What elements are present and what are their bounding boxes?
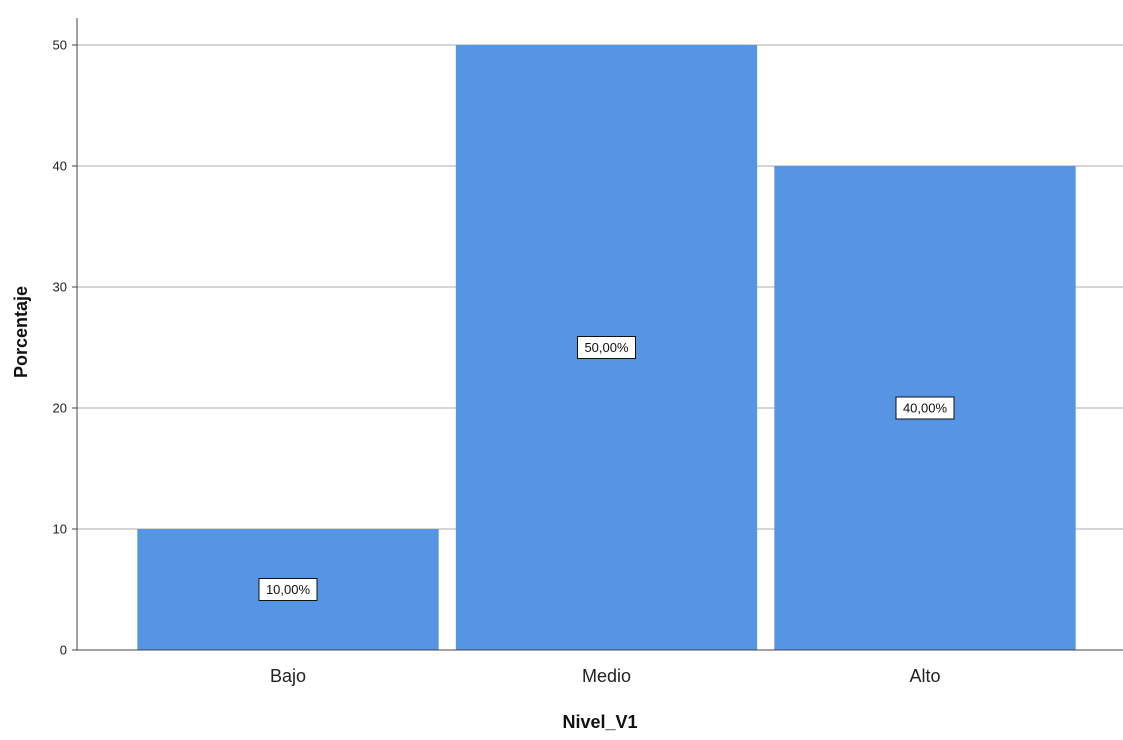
data-label-text: 10,00%: [266, 582, 311, 597]
y-tick-labels: 0 10 20 30 40 50: [53, 38, 77, 658]
y-tick-label: 30: [53, 280, 67, 295]
x-tick-label: Bajo: [270, 666, 306, 686]
data-label: 40,00%: [895, 396, 955, 420]
data-label-box: [895, 396, 955, 420]
data-label: 10,00%: [258, 578, 318, 601]
x-axis-title: Nivel_V1: [562, 712, 637, 732]
data-label: 50,00%: [577, 336, 636, 359]
y-tick-label: 10: [53, 522, 67, 537]
x-tick-label: Alto: [909, 666, 940, 686]
x-tick-labels: Bajo Medio Alto: [270, 666, 941, 686]
y-tick-label: 50: [53, 38, 67, 53]
y-axis-title: Porcentaje: [11, 286, 31, 378]
data-label-text: 50,00%: [584, 340, 629, 355]
data-label-text: 40,00%: [903, 401, 948, 416]
y-tick-label: 20: [53, 401, 67, 416]
y-tick-label: 0: [60, 643, 67, 658]
data-label-box: [577, 336, 636, 359]
axes: [76, 18, 1123, 651]
x-tick-label: Medio: [582, 666, 631, 686]
y-tick-label: 40: [53, 159, 67, 174]
data-label-box: [258, 578, 318, 601]
data-labels: 10,00% 50,00% 40,00%: [258, 336, 955, 601]
